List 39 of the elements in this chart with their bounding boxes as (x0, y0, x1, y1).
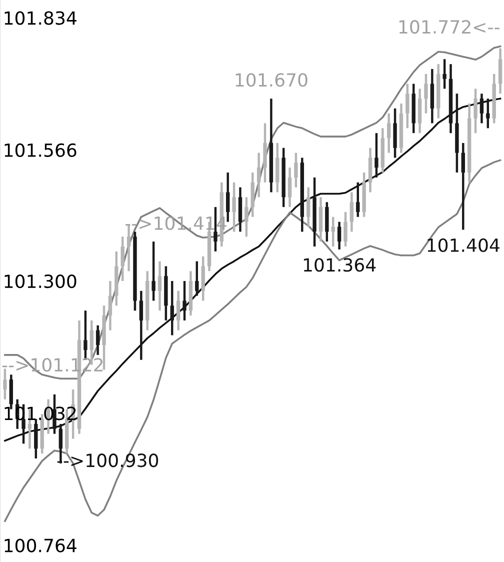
annotation: 101.404 (428, 238, 500, 252)
candlestick (288, 166, 292, 208)
candlestick (170, 280, 174, 336)
candlestick (176, 290, 180, 332)
candlestick (474, 88, 478, 134)
annotation: -->100.930 (57, 454, 158, 468)
line-series (4, 159, 502, 522)
candlestick (374, 132, 378, 179)
candlestick (442, 58, 446, 90)
y-tick-label: 101.566 (4, 143, 76, 157)
candlestick (158, 260, 162, 312)
candlestick (108, 280, 112, 332)
candlestick (120, 236, 124, 282)
candlestick (139, 290, 144, 361)
candlestick (195, 260, 199, 297)
y-tick-label: 101.834 (4, 11, 76, 25)
annotation: 101.670 (236, 73, 308, 87)
candlestick (244, 196, 248, 238)
candlestick (356, 181, 360, 218)
y-tick-label: 100.764 (4, 538, 76, 552)
annotation: 101.364 (304, 258, 376, 272)
candlestick (294, 152, 298, 188)
candlestick (152, 240, 156, 302)
candlestick (337, 220, 342, 251)
candlestick (256, 152, 261, 198)
line-series (4, 45, 502, 380)
annotation: 101.772<-- (399, 20, 500, 34)
candlestick (386, 112, 391, 154)
candlestick (232, 181, 236, 233)
candlestick (350, 191, 354, 233)
candlestick (182, 280, 186, 322)
candlestick (424, 72, 428, 114)
candlestick (461, 142, 465, 231)
candlestick (96, 324, 100, 356)
y-tick-label: 101.300 (4, 274, 76, 288)
candlestick (344, 210, 348, 248)
candlestick (306, 186, 310, 228)
candlestick (406, 82, 410, 130)
candlestick (226, 171, 230, 223)
